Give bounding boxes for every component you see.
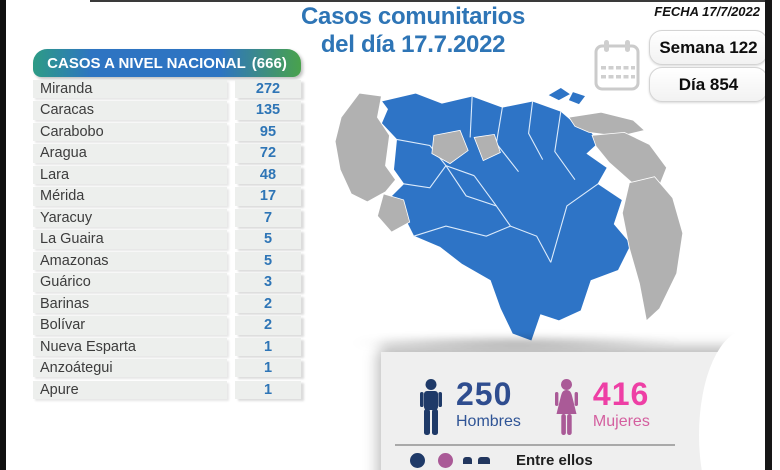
table-row: Yaracuy 7 — [33, 208, 301, 228]
hombres-stat: 250 Hombres — [456, 378, 521, 431]
gender-stats-row: 250 Hombres 416 Mujeres — [381, 352, 742, 436]
hombres-value: 250 — [456, 376, 513, 412]
table-row: Lara 48 — [33, 165, 301, 185]
left-border-strip — [0, 0, 6, 470]
man-icon — [420, 379, 442, 435]
venezuela-map — [334, 88, 684, 342]
title-line1: Casos comunitarios — [301, 3, 525, 30]
week-badge-label: Semana 122 — [659, 37, 758, 57]
table-row: Anzoátegui 1 — [33, 359, 301, 378]
mini-man-icon — [410, 453, 425, 468]
map-inactive-states — [334, 92, 684, 322]
day-badge-label: Día 854 — [678, 74, 739, 94]
table-row: La Guaira 5 — [33, 230, 301, 249]
table-row: Amazonas 5 — [33, 251, 301, 271]
woman-icon — [554, 379, 578, 435]
table-row: Guárico 3 — [33, 273, 301, 292]
table-row: Caracas 135 — [33, 101, 301, 120]
date-label: FECHA 17/7/2022 — [654, 4, 760, 19]
mujeres-label: Mujeres — [592, 413, 650, 430]
calendar-icon — [594, 40, 640, 91]
map-island-nueva-esparta — [548, 88, 586, 105]
table-header-total: (666) — [251, 54, 287, 72]
table-header-label: CASOS A NIVEL NACIONAL — [47, 54, 246, 72]
entre-ellos-row: Entre ellos — [381, 452, 742, 469]
title-line2: del día 17.7.2022 — [320, 31, 506, 58]
table-row: Mérida 17 — [33, 187, 301, 206]
week-badge: Semana 122 — [649, 30, 768, 65]
panel-shadow — [352, 336, 682, 350]
table-row: Carabobo 95 — [33, 122, 301, 142]
panel-divider — [395, 444, 675, 446]
hombres-label: Hombres — [456, 413, 521, 430]
table-row: Aragua 72 — [33, 144, 301, 163]
mujeres-value: 416 — [592, 376, 650, 412]
right-border-strip — [765, 0, 772, 470]
mini-woman-icon — [438, 453, 453, 468]
partial-number-glyph — [463, 457, 472, 464]
table-rows: Miranda 272 Caracas 135 Carabobo 95 Aragua 7… — [33, 80, 301, 399]
page-title: Casos comunitarios del día 17.7.2022 — [283, 3, 543, 59]
day-badge: Día 854 — [649, 67, 768, 102]
gender-stats-panel: 250 Hombres 416 Mujeres — [381, 330, 780, 470]
table-row: Bolívar 2 — [33, 316, 301, 335]
table-row: Miranda 272 — [33, 80, 301, 99]
top-border-strip — [90, 0, 772, 2]
table-header: CASOS A NIVEL NACIONAL (666) — [33, 49, 301, 77]
mujeres-stat: 416 Mujeres — [593, 378, 650, 431]
national-cases-table: CASOS A NIVEL NACIONAL (666) Miranda 272 … — [33, 49, 301, 399]
entre-ellos-label: Entre ellos — [516, 452, 593, 469]
table-row: Barinas 2 — [33, 294, 301, 314]
table-row: Nueva Esparta 1 — [33, 337, 301, 356]
table-row: Apure 1 — [33, 380, 301, 399]
partial-number-glyph — [478, 457, 490, 464]
